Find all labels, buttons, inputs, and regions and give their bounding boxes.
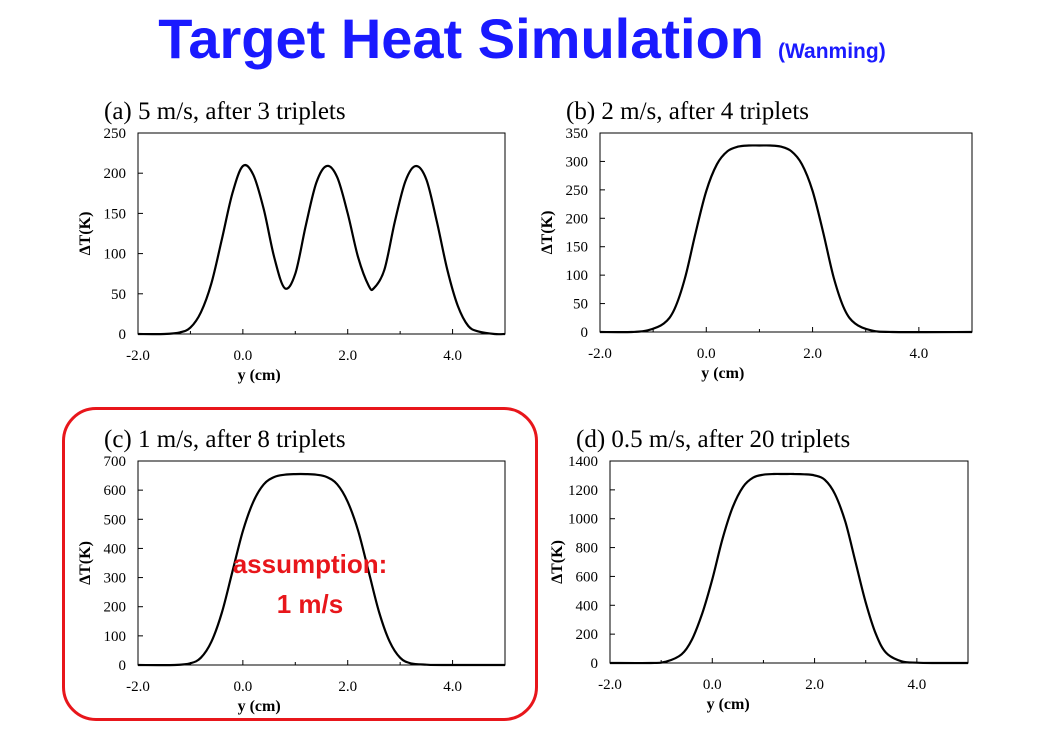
- y-axis-label: ΔT(K): [549, 540, 566, 584]
- y-tick-label: 50: [573, 297, 588, 313]
- x-tick-label: -2.0: [126, 679, 150, 695]
- chart-title: (d) 0.5 m/s, after 20 triplets: [576, 426, 850, 453]
- y-tick-label: 300: [104, 571, 127, 587]
- x-tick-label: 4.0: [907, 677, 926, 693]
- y-tick-label: 1400: [568, 454, 598, 470]
- x-tick-label: 2.0: [338, 679, 357, 695]
- plot-frame: [137, 460, 506, 666]
- y-tick-label: 300: [566, 154, 589, 170]
- y-axis-label: ΔT(K): [539, 211, 556, 255]
- annotation-line-2: 1 m/s: [276, 589, 344, 619]
- x-axis-label: y (cm): [238, 698, 281, 715]
- title-main: Target Heat Simulation: [158, 7, 764, 70]
- y-tick-label: 50: [111, 287, 126, 303]
- x-tick-label: 2.0: [803, 346, 822, 362]
- chart-title: (a) 5 m/s, after 3 triplets: [104, 98, 346, 125]
- y-tick-label: 250: [104, 126, 127, 142]
- y-tick-label: 150: [104, 206, 127, 222]
- x-tick-label: 0.0: [233, 679, 252, 695]
- x-tick-label: -2.0: [126, 348, 150, 364]
- plot-frame: [599, 132, 973, 333]
- x-tick-label: 4.0: [443, 679, 462, 695]
- chart-title: (b) 2 m/s, after 4 triplets: [566, 98, 809, 125]
- y-tick-label: 1200: [568, 483, 598, 499]
- x-tick-label: 0.0: [703, 677, 722, 693]
- y-tick-label: 200: [566, 211, 589, 227]
- y-tick-label: 600: [104, 483, 127, 499]
- y-tick-label: 700: [104, 454, 127, 470]
- temperature-curve: [137, 163, 506, 336]
- y-tick-label: 1000: [568, 512, 598, 528]
- y-axis-label: ΔT(K): [77, 212, 94, 256]
- x-tick-label: 4.0: [443, 348, 462, 364]
- temperature-curve: [599, 144, 973, 334]
- y-tick-label: 400: [104, 541, 127, 557]
- y-tick-label: 0: [119, 658, 127, 674]
- y-tick-label: 500: [104, 512, 127, 528]
- y-tick-label: 200: [576, 627, 599, 643]
- annotation-line-1: assumption:: [232, 549, 388, 579]
- assumption-annotation: assumption: 1 m/s: [190, 544, 430, 624]
- y-tick-label: 400: [576, 598, 599, 614]
- highlight-box: [62, 407, 538, 721]
- y-tick-label: 100: [104, 247, 127, 263]
- y-tick-label: 600: [576, 569, 599, 585]
- x-tick-label: 2.0: [805, 677, 824, 693]
- x-axis-label: y (cm): [701, 365, 744, 382]
- y-tick-label: 0: [119, 327, 127, 343]
- chart-title: (c) 1 m/s, after 8 triplets: [104, 426, 346, 453]
- y-axis-label: ΔT(K): [77, 541, 94, 585]
- plot-frame: [137, 132, 506, 335]
- x-tick-label: 0.0: [233, 348, 252, 364]
- y-tick-label: 350: [566, 126, 589, 142]
- x-axis-label: y (cm): [707, 696, 750, 713]
- temperature-curve: [609, 472, 968, 665]
- y-tick-label: 100: [104, 629, 127, 645]
- y-tick-label: 150: [566, 240, 589, 256]
- title-author: (Wanming): [778, 40, 886, 63]
- y-tick-label: 100: [566, 268, 589, 284]
- x-tick-label: -2.0: [588, 346, 612, 362]
- x-tick-label: 4.0: [909, 346, 928, 362]
- x-tick-label: -2.0: [598, 677, 622, 693]
- x-axis-label: y (cm): [238, 367, 281, 384]
- y-tick-label: 0: [591, 656, 599, 672]
- y-tick-label: 0: [581, 325, 589, 341]
- y-tick-label: 800: [576, 541, 599, 557]
- y-tick-label: 200: [104, 166, 127, 182]
- x-tick-label: 0.0: [697, 346, 716, 362]
- y-tick-label: 250: [566, 183, 589, 199]
- slide-title: Target Heat Simulation (Wanming): [0, 0, 1044, 78]
- x-tick-label: 2.0: [338, 348, 357, 364]
- plot-frame: [609, 460, 969, 664]
- temperature-curve: [137, 472, 505, 667]
- y-tick-label: 200: [104, 600, 127, 616]
